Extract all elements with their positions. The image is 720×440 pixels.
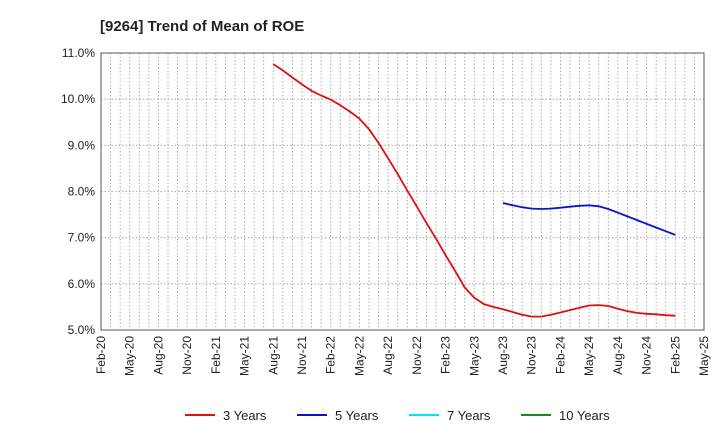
x-tick-label: Nov-22 [410,336,424,375]
x-tick-label: Feb-23 [439,336,453,374]
x-tick-label: May-20 [123,336,137,376]
y-tick-label: 10.0% [61,92,95,106]
x-tick-label: Feb-25 [668,336,682,374]
legend-label: 5 Years [335,408,379,423]
y-tick-label: 5.0% [68,323,96,337]
chart-title: [9264] Trend of Mean of ROE [100,18,304,35]
x-tick-label: Feb-21 [209,336,223,374]
x-tick-label: Nov-21 [295,336,309,375]
x-tick-label: Aug-23 [496,336,510,375]
plot-frame [100,52,705,331]
y-tick-label: 9.0% [68,138,96,152]
legend-label: 7 Years [447,408,491,423]
x-tick-label: Feb-20 [94,336,108,374]
y-tick-label: 11.0% [62,46,95,60]
x-tick-label: Aug-21 [266,336,280,375]
y-tick-label: 8.0% [68,185,96,199]
x-tick-label: May-22 [352,336,366,376]
x-tick-label: Aug-20 [151,336,165,375]
x-tick-label: May-23 [467,336,481,376]
x-tick-label: Aug-22 [381,336,395,375]
x-tick-label: Nov-24 [640,336,654,375]
series-lines [272,63,676,318]
y-tick-label: 6.0% [68,277,96,291]
x-tick-label: May-25 [697,336,711,376]
y-gridlines [101,98,704,285]
x-tick-label: May-24 [582,336,596,376]
y-tick-label: 7.0% [68,231,96,245]
x-tick-label: Aug-24 [611,336,625,375]
legend-label: 10 Years [559,408,610,423]
y-axis-tick-labels: 5.0% 6.0% 7.0% 8.0% 9.0% 10.0% 11.0% [61,46,95,337]
x-tick-label: Feb-24 [553,336,567,374]
series-line-5-years [502,202,676,236]
x-tick-label: Nov-23 [525,336,539,375]
x-tick-label: Feb-22 [324,336,338,374]
x-axis-tick-labels: Feb-20 May-20 Aug-20 Nov-20 Feb-21 May-21 Aug-… [94,336,711,376]
series-line-3-years [272,63,676,318]
legend-label: 3 Years [223,408,267,423]
x-tick-label: Nov-20 [180,336,194,375]
legend: 3 Years 5 Years 7 Years 10 Years [185,408,610,423]
x-tick-label: May-21 [238,336,252,376]
